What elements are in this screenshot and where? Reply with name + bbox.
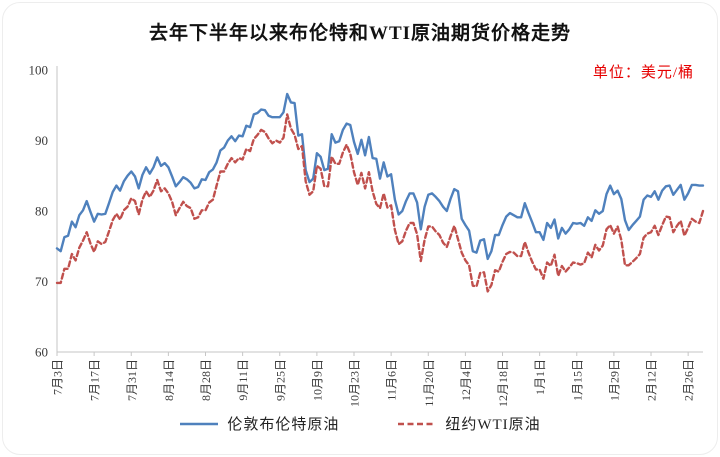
legend-item-wti: 纽约WTI原油 (397, 413, 540, 434)
x-tick-label: 9月25日 (273, 359, 287, 401)
wti-dashed-line-swatch (398, 422, 437, 425)
x-tick-label: 1月1日 (533, 359, 547, 395)
y-tick-label: 100 (29, 63, 49, 78)
brent-price-line (55, 92, 705, 261)
x-tick-label: 2月26日 (682, 359, 696, 401)
chart-title: 去年下半年以来布伦特和WTI原油期货价格走势 (148, 23, 572, 44)
x-tick-label: 12月4日 (459, 359, 473, 401)
x-tick-label: 11月20日 (422, 359, 436, 407)
y-tick-label: 90 (35, 133, 48, 148)
x-tick-label: 7月17日 (88, 359, 102, 401)
x-tick-label: 1月15日 (570, 359, 584, 401)
legend-label-wti: 纽约WTI原油 (445, 417, 541, 433)
x-tick-label: 2月12日 (645, 359, 659, 401)
x-tick-label: 11月6日 (385, 359, 399, 401)
x-tick-label: 12月18日 (496, 359, 510, 407)
y-tick-label: 60 (35, 345, 48, 360)
x-tick-label: 10月9日 (310, 359, 324, 401)
x-tick-label: 10月23日 (348, 359, 362, 407)
wti-price-line (55, 113, 705, 293)
unit-label: 单位：美元/桶 (592, 65, 694, 81)
x-tick-label: 9月11日 (236, 359, 250, 401)
legend-label-brent: 伦敦布伦特原油 (227, 417, 340, 433)
x-tick-label: 8月28日 (199, 359, 213, 401)
chart-legend: 伦敦布伦特原油 纽约WTI原油 (0, 413, 720, 434)
y-tick-label: 80 (35, 204, 48, 219)
x-tick-label: 7月31日 (125, 359, 139, 401)
x-tick-label: 7月3日 (51, 359, 65, 395)
brent-solid-line-swatch (180, 422, 219, 425)
x-tick-label: 8月14日 (162, 359, 176, 401)
x-tick-label: 1月29日 (607, 359, 621, 401)
legend-item-brent: 伦敦布伦特原油 (179, 413, 339, 434)
y-tick-label: 70 (35, 274, 48, 289)
